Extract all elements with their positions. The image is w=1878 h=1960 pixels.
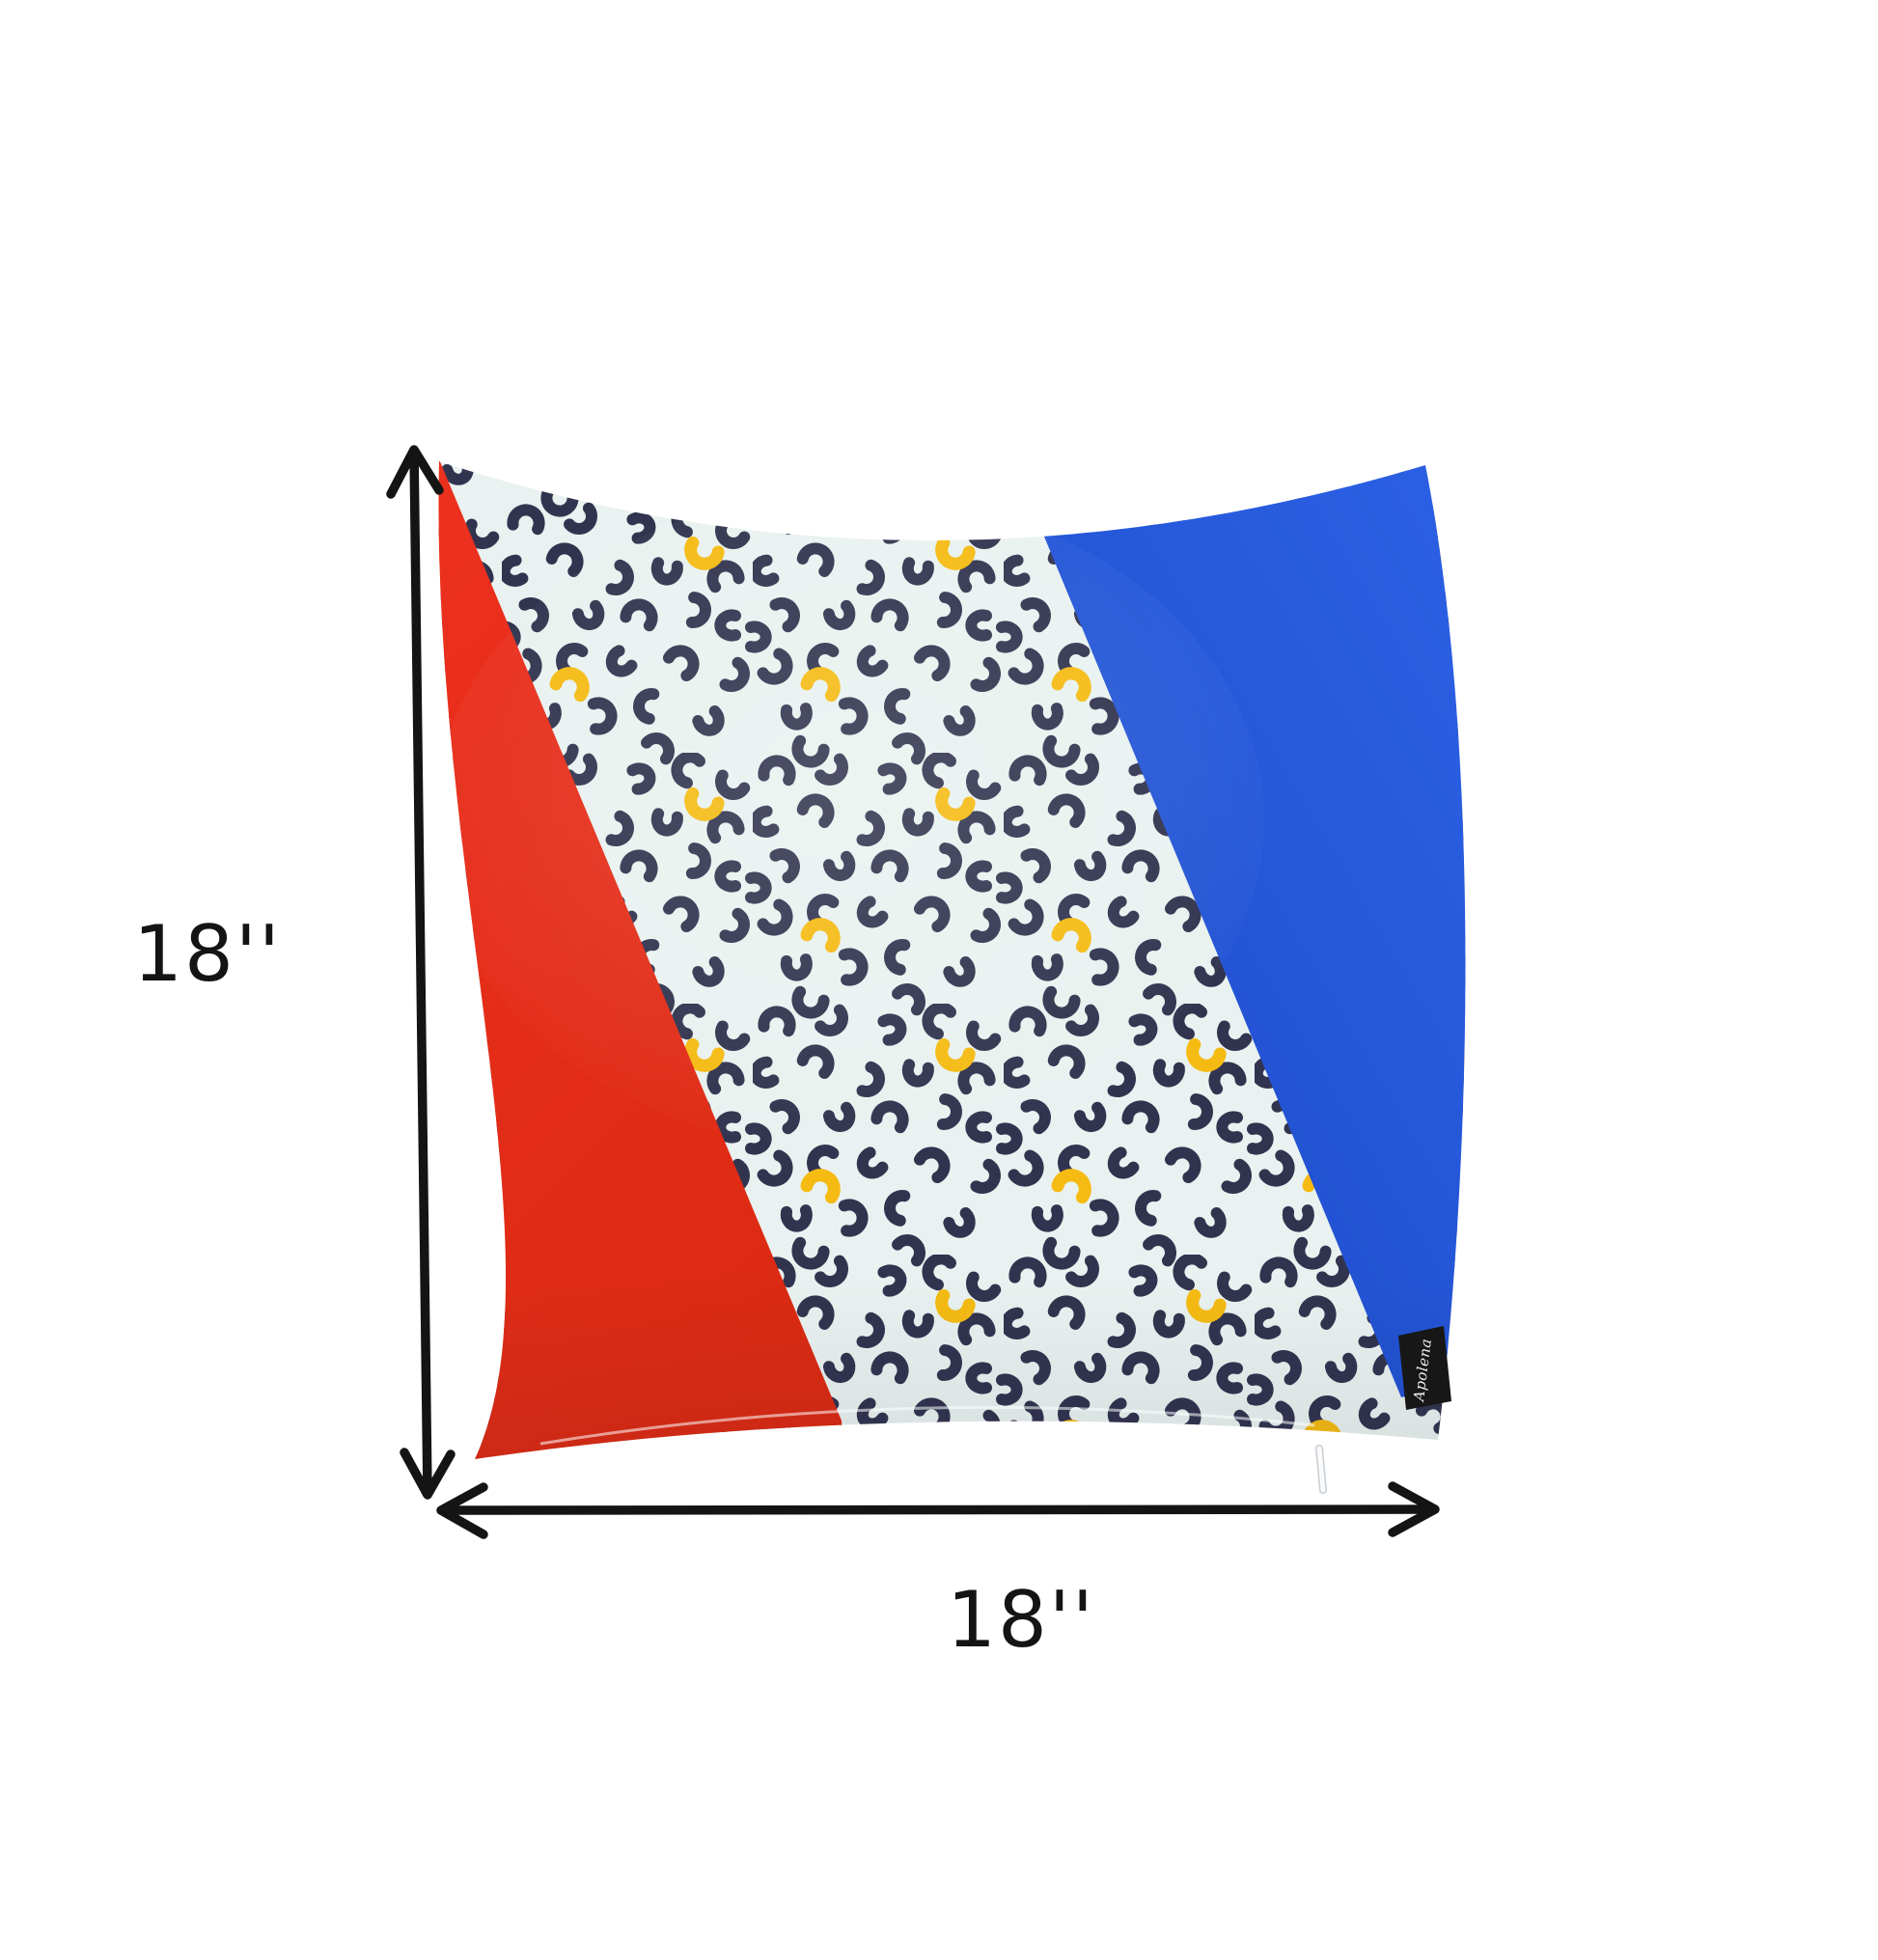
pillow: Apolena: [438, 461, 1466, 1494]
width-dimension-arrow: [436, 1481, 1440, 1539]
zipper-pull: [1315, 1445, 1327, 1494]
brand-tag: Apolena: [1398, 1326, 1451, 1410]
height-label: 18'': [133, 909, 282, 999]
zipper-seam: [539, 1405, 1315, 1446]
height-dimension-arrow: [386, 445, 456, 1500]
width-label: 18'': [947, 1575, 1095, 1665]
fabric-sheen: [438, 492, 1264, 1148]
